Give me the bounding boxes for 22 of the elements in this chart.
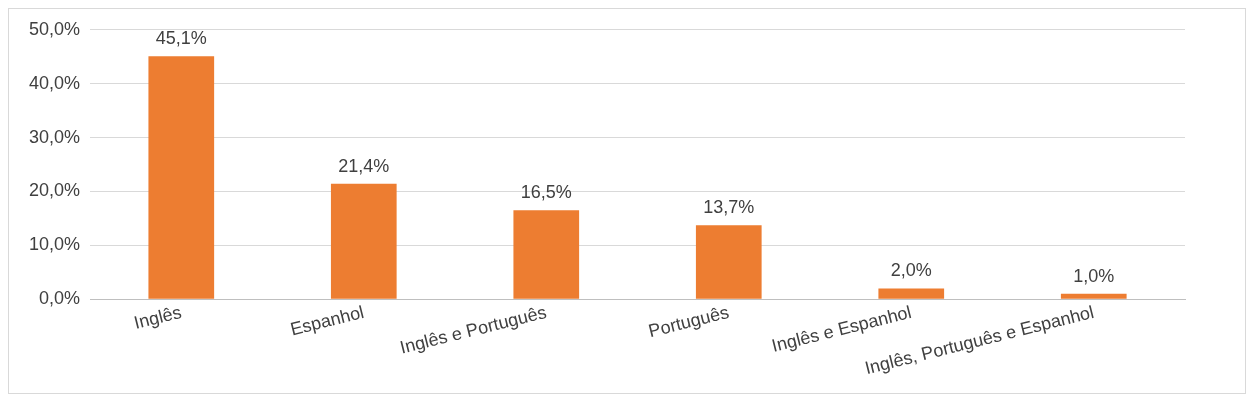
bar [330,183,397,299]
data-label: 1,0% [1073,265,1115,286]
y-tick-label: 0,0% [39,288,81,309]
bar [1060,293,1127,299]
x-tick-label: Inglês [132,301,184,333]
bar [148,56,215,299]
bar [695,225,762,299]
y-tick-label: 50,0% [28,18,81,39]
data-label: 13,7% [703,197,755,218]
y-tick-label: 40,0% [28,72,81,93]
y-tick-label: 20,0% [28,180,81,201]
data-label: 16,5% [520,182,572,203]
y-tick-label: 30,0% [28,126,81,147]
data-label: 21,4% [338,155,390,176]
bar [878,288,945,299]
bar [513,210,580,299]
x-tick-label: Português [646,301,731,342]
x-tick-label: Espanhol [288,301,366,340]
data-label: 45,1% [155,28,207,49]
y-tick-label: 10,0% [28,234,81,255]
x-tick-label: Inglês e Português [397,301,549,358]
data-label: 2,0% [890,260,932,281]
